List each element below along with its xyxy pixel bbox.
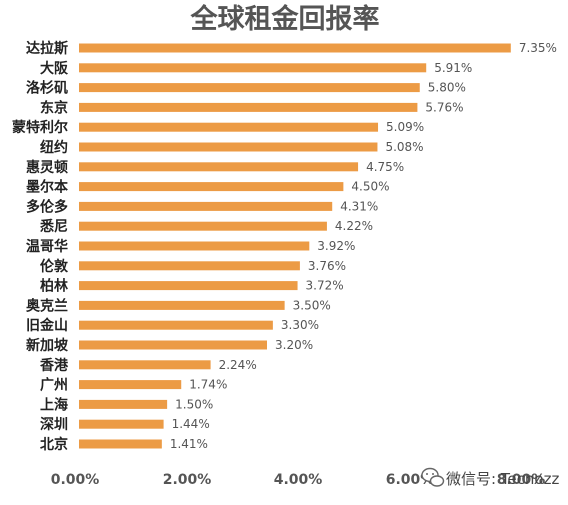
bar <box>79 83 420 93</box>
x-axis-ticks: 0.00% 2.00% 4.00% 6.00% 8.00% <box>51 472 546 488</box>
category-label: 多伦多 <box>26 198 68 215</box>
category-label: 达拉斯 <box>26 40 68 57</box>
bar <box>79 320 273 330</box>
bar <box>79 300 285 310</box>
value-label: 5.80% <box>428 81 466 95</box>
category-label: 洛杉矶 <box>26 80 68 97</box>
category-label: 大阪 <box>40 60 69 77</box>
bar <box>79 63 427 73</box>
value-label: 5.91% <box>434 61 472 75</box>
category-label: 墨尔本 <box>26 179 69 196</box>
x-tick-label: 8.00% <box>497 472 546 488</box>
category-label: 上海 <box>40 396 68 413</box>
x-tick-label: 2.00% <box>163 472 212 488</box>
category-label: 蒙特利尔 <box>12 119 68 136</box>
category-label: 北京 <box>40 436 68 453</box>
value-label: 4.31% <box>340 199 378 213</box>
value-label: 3.72% <box>306 279 344 293</box>
value-label: 5.08% <box>385 140 423 154</box>
bar <box>79 439 162 449</box>
bar <box>79 241 310 251</box>
watermark-text: 微信号: Tecnozz <box>446 470 559 488</box>
value-label: 1.41% <box>170 437 208 451</box>
bar <box>79 419 164 429</box>
category-label: 惠灵顿 <box>26 159 68 176</box>
bar <box>79 122 379 132</box>
value-label: 4.22% <box>335 219 373 233</box>
bar <box>79 142 378 152</box>
bar <box>79 182 344 192</box>
value-label: 4.75% <box>366 160 404 174</box>
value-label: 1.74% <box>189 378 227 392</box>
value-label: 5.09% <box>386 120 424 134</box>
x-tick-label: 4.00% <box>274 472 323 488</box>
category-label: 温哥华 <box>26 238 68 255</box>
value-label: 7.35% <box>519 41 557 55</box>
watermark: 微信号: Tecnozz <box>421 467 559 488</box>
x-tick-label: 0.00% <box>51 472 100 488</box>
bar <box>79 281 298 291</box>
bar <box>79 399 168 409</box>
value-label: 3.76% <box>308 259 346 273</box>
category-label: 新加坡 <box>26 337 69 354</box>
category-label: 悉尼 <box>39 218 68 235</box>
bar <box>79 102 418 112</box>
bar-group: 达拉斯 7.35% 大阪 5.91% 洛杉矶 5.80% 东京 5.76% 蒙特利尔 5.09% 纽… <box>12 40 557 453</box>
category-label: 纽约 <box>40 139 68 156</box>
value-label: 2.24% <box>219 358 257 372</box>
value-label: 3.30% <box>281 318 319 332</box>
category-label: 柏林 <box>40 278 68 295</box>
category-label: 东京 <box>40 99 68 116</box>
wechat-icon <box>421 467 445 487</box>
bar <box>79 162 359 172</box>
value-label: 5.76% <box>425 100 463 114</box>
value-label: 3.50% <box>293 298 331 312</box>
bar <box>79 201 333 211</box>
value-label: 1.50% <box>175 397 213 411</box>
category-label: 香港 <box>39 357 69 374</box>
category-label: 奥克兰 <box>26 297 68 314</box>
bar <box>79 340 267 350</box>
category-label: 广州 <box>40 377 68 394</box>
category-label: 旧金山 <box>26 317 68 334</box>
category-label: 深圳 <box>40 416 68 433</box>
value-label: 3.20% <box>275 338 313 352</box>
bar <box>79 221 327 231</box>
value-label: 4.50% <box>351 180 389 194</box>
bar <box>79 360 211 370</box>
bar <box>79 43 511 53</box>
bar <box>79 380 182 390</box>
value-label: 1.44% <box>172 417 210 431</box>
category-label: 伦敦 <box>40 258 69 275</box>
chart-title: 全球租金回报率 <box>190 3 380 35</box>
value-label: 3.92% <box>317 239 355 253</box>
bar <box>79 261 300 271</box>
